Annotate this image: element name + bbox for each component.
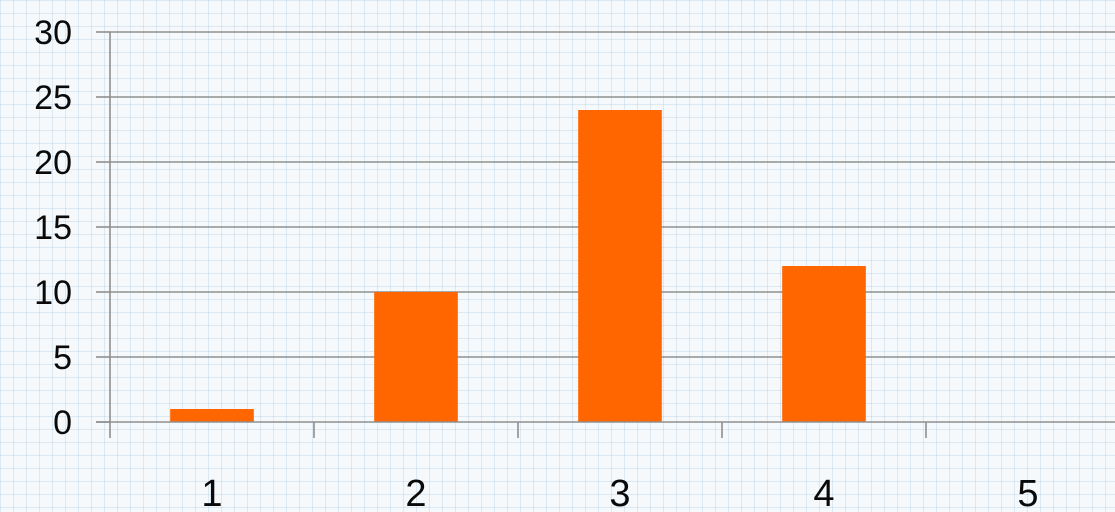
x-tick-label-4: 4	[813, 473, 834, 512]
x-tick-label-3: 3	[609, 473, 630, 512]
y-tick-label-0: 0	[53, 404, 72, 442]
x-tick-labels: 1 2 3 4 5	[201, 473, 1038, 512]
bar-4	[782, 266, 866, 422]
x-tick-label-1: 1	[201, 473, 222, 512]
x-tick-label-2: 2	[405, 473, 426, 512]
y-tick-label-20: 20	[34, 144, 72, 182]
y-tick-label-30: 30	[34, 14, 72, 52]
axes	[96, 31, 1115, 438]
y-tick-label-5: 5	[53, 339, 72, 377]
bar-2	[374, 292, 458, 422]
y-tick-label-15: 15	[34, 209, 72, 247]
bar-series	[170, 110, 866, 422]
y-tick-labels: 0 5 10 15 20 25 30	[34, 14, 72, 442]
bar-3	[578, 110, 662, 422]
y-tick-label-10: 10	[34, 274, 72, 312]
bar-1	[170, 409, 254, 422]
y-tick-label-25: 25	[34, 79, 72, 117]
x-tick-label-5: 5	[1017, 473, 1038, 512]
